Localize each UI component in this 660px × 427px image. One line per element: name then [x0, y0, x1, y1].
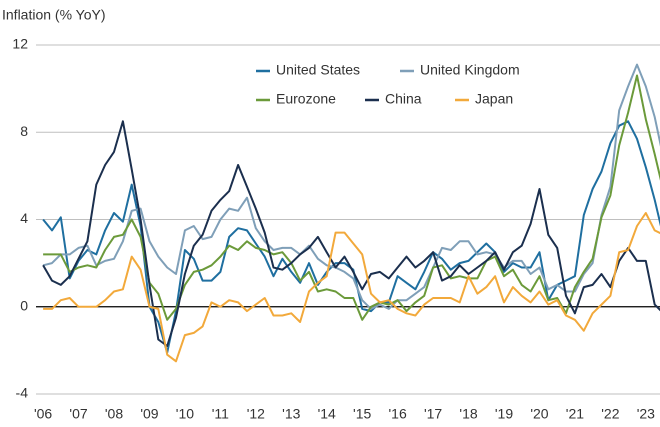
y-tick-label: 12 — [12, 36, 28, 52]
x-tick-label: '06 — [34, 406, 52, 422]
series-line — [42, 120, 660, 354]
x-tick-label: '11 — [212, 406, 229, 422]
x-tick-label: '12 — [247, 406, 265, 422]
legend-label: United States — [276, 62, 360, 78]
legend-label: Eurozone — [276, 91, 336, 107]
x-tick-label: '07 — [69, 406, 87, 422]
x-tick-label: '22 — [601, 406, 619, 422]
x-tick-label: '09 — [140, 406, 158, 422]
legend-label: Japan — [475, 91, 513, 107]
legend-label: China — [385, 91, 422, 107]
y-axis-title: Inflation (% YoY) — [2, 7, 106, 23]
x-tick-label: '08 — [105, 406, 123, 422]
x-tick-label: '10 — [176, 406, 194, 422]
y-tick-label: 0 — [20, 297, 28, 313]
series-line — [42, 120, 660, 347]
x-tick-label: '13 — [282, 406, 300, 422]
series-line — [43, 212, 660, 363]
x-tick-label: '19 — [495, 406, 513, 422]
x-tick-label: '14 — [318, 406, 336, 422]
x-tick-label: '21 — [566, 406, 584, 422]
legend-label: United Kingdom — [420, 62, 520, 78]
x-tick-label: '15 — [353, 406, 371, 422]
x-tick-label: '16 — [389, 406, 407, 422]
x-tick-label: '23 — [637, 406, 655, 422]
x-tick-label: '17 — [424, 406, 442, 422]
y-tick-label: 8 — [20, 123, 28, 139]
x-tick-label: '20 — [530, 406, 548, 422]
y-tick-label: -4 — [16, 385, 29, 401]
x-tick-label: '18 — [459, 406, 477, 422]
series-line — [43, 74, 660, 321]
series-line — [42, 63, 660, 310]
y-tick-label: 4 — [20, 210, 28, 226]
